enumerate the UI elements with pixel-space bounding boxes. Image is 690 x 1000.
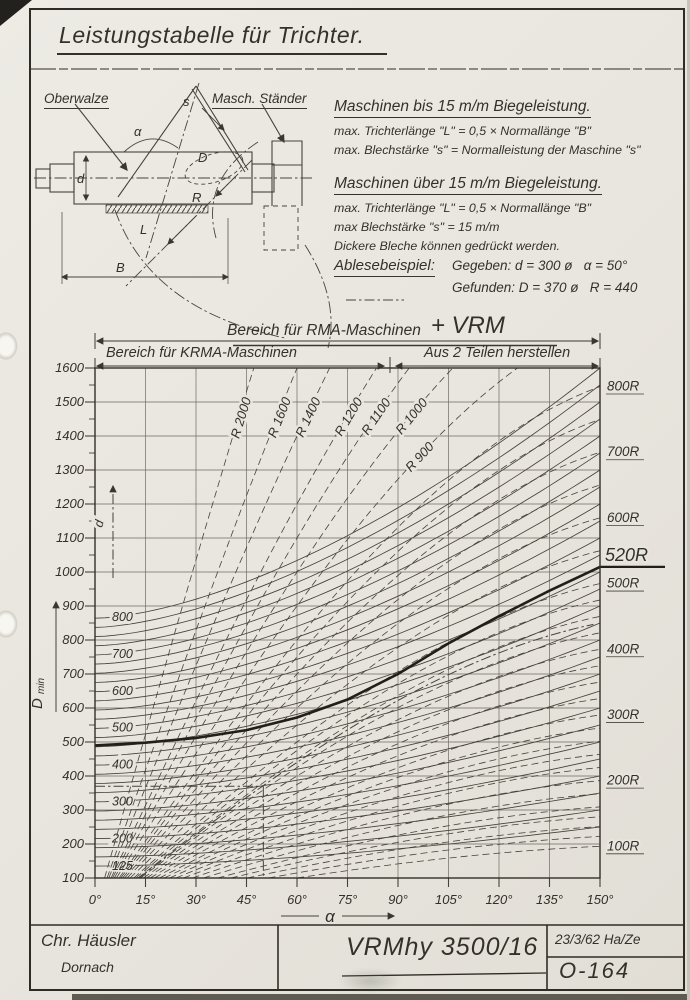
titleblock-date-signature: 23/3/62 Ha/Ze [555, 932, 641, 947]
paper-frame [29, 8, 685, 991]
titleblock-city: Dornach [61, 959, 114, 975]
svg-text:800R: 800R [607, 379, 640, 394]
svg-text:300: 300 [62, 802, 84, 817]
svg-text:500: 500 [62, 734, 84, 749]
svg-text:R 2000: R 2000 [228, 395, 255, 440]
svg-text:1000: 1000 [55, 564, 85, 579]
dim-B: B [116, 260, 125, 275]
page-title: Leistungstabelle für Trichter. [57, 22, 387, 55]
svg-text:105°: 105° [435, 892, 462, 907]
range-label-krma: Bereich für KRMA-Maschinen [106, 345, 297, 361]
range-label-vrm-addition: + VRM [430, 312, 505, 339]
scan-corner-artifact [0, 0, 32, 26]
svg-text:1600: 1600 [55, 360, 85, 375]
example-heading: Ablesebeispiel: [334, 257, 435, 277]
titleblock-lines [30, 924, 684, 990]
machine-sketch-labels: s α d D R L B [77, 94, 207, 275]
svg-text:700: 700 [112, 647, 133, 661]
dim-s: s [183, 94, 190, 109]
svg-text:R 900: R 900 [402, 438, 437, 474]
svg-text:30°: 30° [186, 892, 206, 907]
faint-stamp [328, 964, 412, 998]
titleblock-drawing-number: O-164 [559, 958, 631, 983]
svg-text:500: 500 [112, 721, 133, 735]
svg-text:200: 200 [111, 831, 133, 845]
note-line: max. Blechstärke "s" = Normalleistung de… [334, 143, 641, 158]
range-arrows [94, 333, 601, 373]
titleblock-company: Chr. Häusler [41, 931, 136, 950]
note-line: max. Trichterlänge "L" = 0,5 × Normallän… [334, 201, 592, 215]
svg-text:300R: 300R [607, 707, 640, 722]
label-masch-staender: Masch. Ständer [212, 91, 307, 109]
dim-alpha: α [134, 124, 142, 139]
svg-text:D min: D min [29, 677, 47, 709]
svg-text:1500: 1500 [55, 394, 85, 409]
svg-text:200: 200 [61, 836, 84, 851]
dim-D: D [198, 150, 207, 165]
machine-sketch [34, 82, 332, 349]
svg-text:0°: 0° [89, 892, 101, 907]
label-oberwalze: Oberwalze [44, 91, 109, 109]
svg-text:α: α [325, 907, 336, 926]
svg-text:15°: 15° [136, 892, 156, 907]
svg-text:900: 900 [62, 598, 84, 613]
scan-bottom-edge [72, 994, 690, 1000]
svg-text:100: 100 [62, 870, 84, 885]
note-machines-over-15mm: Maschinen über 15 m/m Biegeleistung. max… [334, 175, 684, 257]
svg-text:600: 600 [62, 700, 84, 715]
range-label-two-parts: Aus 2 Teilen herstellen [424, 345, 571, 361]
svg-text:500R: 500R [607, 576, 640, 591]
svg-text:d: d [91, 517, 107, 528]
svg-text:700R: 700R [607, 444, 640, 459]
range-label-rma-text: Bereich für RMA-Maschinen [227, 322, 421, 339]
svg-text:135°: 135° [536, 892, 563, 907]
dim-d: d [77, 171, 85, 186]
svg-text:800: 800 [62, 632, 84, 647]
svg-text:R 1100: R 1100 [358, 395, 394, 438]
svg-text:600: 600 [112, 684, 133, 698]
svg-text:150°: 150° [587, 892, 614, 907]
svg-text:90°: 90° [388, 892, 408, 907]
svg-text:R 1600: R 1600 [265, 394, 295, 439]
svg-text:1300: 1300 [55, 462, 85, 477]
svg-text:45°: 45° [237, 892, 257, 907]
svg-text:75°: 75° [338, 892, 358, 907]
binder-hole [0, 606, 21, 642]
svg-text:400: 400 [62, 768, 84, 783]
note-heading: Maschinen bis 15 m/m Biegeleistung. [334, 98, 591, 118]
svg-text:600R: 600R [607, 510, 640, 525]
svg-text:60°: 60° [287, 892, 307, 907]
range-label-rma: Bereich für RMA-Maschinen + VRM [227, 312, 505, 342]
note-heading: Maschinen über 15 m/m Biegeleistung. [334, 175, 602, 195]
svg-text:1200: 1200 [55, 496, 85, 511]
svg-text:300: 300 [112, 794, 133, 808]
dim-L: L [140, 222, 147, 237]
titleblock-drawing-title: VRMhy 3500/16 [346, 933, 539, 961]
binder-hole [0, 328, 21, 364]
nomogram-chart: 0° 15° 30° 45° 60° 75° 90° 105° 120° 135° 150° 100 2… [29, 360, 665, 926]
note-machines-up-to-15mm: Maschinen bis 15 m/m Biegeleistung. max.… [334, 98, 684, 160]
svg-text:1400: 1400 [55, 428, 85, 443]
example-given: Gegeben: d = 300 ø α = 50° [452, 258, 628, 273]
example-found: Gefunden: D = 370 ø R = 440 [452, 280, 638, 295]
svg-text:120°: 120° [486, 892, 513, 907]
svg-text:100R: 100R [607, 838, 640, 853]
dim-R: R [192, 190, 201, 205]
svg-text:400R: 400R [607, 641, 640, 656]
svg-text:800: 800 [112, 610, 133, 624]
svg-text:400: 400 [112, 758, 133, 772]
note-line: max Blechstärke "s" = 15 m/m [334, 220, 500, 235]
scan-right-edge [687, 0, 690, 1000]
note-line: Dickere Bleche können gedrückt werden. [334, 239, 560, 254]
svg-text:520R: 520R [605, 545, 648, 565]
svg-text:200R: 200R [606, 773, 640, 788]
note-line: max. Trichterlänge "L" = 0,5 × Normallän… [334, 124, 592, 138]
svg-text:1100: 1100 [56, 530, 85, 545]
svg-text:700: 700 [62, 666, 84, 681]
